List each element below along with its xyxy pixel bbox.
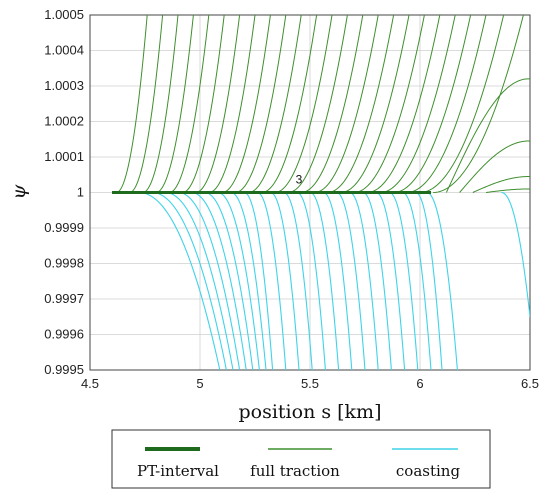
full-traction-curve bbox=[248, 15, 302, 193]
coasting-curve bbox=[415, 191, 443, 370]
series-layer bbox=[112, 15, 530, 370]
full-traction-curve bbox=[301, 15, 364, 193]
legend-label-full-traction: full traction bbox=[250, 462, 340, 480]
y-tick-label: 1.0004 bbox=[44, 43, 84, 58]
full-traction-curve bbox=[433, 15, 524, 193]
full-traction-curve bbox=[116, 15, 148, 193]
coasting-curve bbox=[389, 191, 419, 370]
full-traction-curve bbox=[155, 15, 194, 193]
coasting-curve bbox=[217, 191, 260, 370]
coasting-curve bbox=[349, 191, 379, 370]
coasting-curve bbox=[336, 191, 366, 370]
coasting-curve bbox=[243, 191, 274, 370]
full-traction-curve bbox=[327, 15, 395, 193]
coasting-curve bbox=[375, 191, 406, 370]
full-traction-curve bbox=[261, 15, 318, 193]
full-traction-curve bbox=[340, 15, 410, 193]
x-tick-label: 6.5 bbox=[521, 376, 539, 391]
coasting-curve bbox=[138, 191, 221, 370]
x-tick-labels: 4.5 5 5.5 6 6.5 bbox=[81, 376, 539, 391]
legend-label-pt-interval: PT-interval bbox=[137, 462, 219, 480]
x-axis-label: position s [km] bbox=[238, 401, 381, 423]
x-tick-label: 4.5 bbox=[81, 376, 99, 391]
coasting-curve bbox=[270, 191, 300, 370]
coasting-curve bbox=[296, 191, 326, 370]
full-traction-curve bbox=[182, 15, 225, 193]
y-axis-label: ψ bbox=[8, 183, 30, 199]
x-tick-label: 5.5 bbox=[301, 376, 319, 391]
coasting-curve bbox=[177, 191, 241, 370]
coasting-curve bbox=[164, 191, 234, 370]
coasting-curve bbox=[151, 191, 227, 370]
full-traction-curve bbox=[393, 15, 472, 193]
coasting-curve bbox=[257, 191, 287, 370]
coasting-curve bbox=[191, 191, 247, 370]
legend: PT-interval full traction coasting bbox=[111, 429, 491, 489]
full-traction-curve bbox=[406, 15, 487, 193]
full-traction-curve bbox=[419, 15, 505, 193]
x-tick-label: 6 bbox=[416, 376, 423, 391]
full-traction-curve bbox=[472, 176, 530, 193]
full-traction-curve bbox=[367, 15, 441, 193]
annotation-label: 3 bbox=[296, 172, 303, 186]
full-traction-curve bbox=[142, 15, 179, 193]
y-tick-label: 0.9996 bbox=[44, 327, 84, 342]
y-tick-label: 0.9997 bbox=[44, 291, 84, 306]
legend-box bbox=[111, 429, 491, 489]
y-tick-label: 0.9998 bbox=[44, 256, 84, 271]
y-tick-label: 1.0003 bbox=[44, 78, 84, 93]
full-traction-curve bbox=[314, 15, 379, 193]
full-traction-curve bbox=[129, 15, 164, 193]
coasting-curve bbox=[204, 191, 254, 370]
coasting-curve bbox=[309, 191, 340, 370]
coasting-curve bbox=[362, 191, 392, 370]
full-traction-curve bbox=[380, 15, 456, 193]
coasting-curve bbox=[426, 191, 458, 370]
legend-label-coasting: coasting bbox=[396, 462, 461, 480]
y-tick-label: 1.0001 bbox=[44, 149, 84, 164]
full-traction-curve bbox=[195, 15, 241, 193]
y-tick-label: 1.0002 bbox=[44, 114, 84, 129]
full-traction-curve bbox=[274, 15, 333, 193]
coasting-curve bbox=[283, 191, 313, 370]
full-traction-curve bbox=[169, 15, 210, 193]
y-tick-labels: 0.9995 0.9996 0.9997 0.9998 0.9999 1 1.0001 1.0… bbox=[44, 7, 84, 377]
full-traction-curve bbox=[445, 78, 530, 193]
y-tick-label: 0.9999 bbox=[44, 220, 84, 235]
full-traction-curve bbox=[287, 15, 348, 193]
y-tick-label: 1.0005 bbox=[44, 7, 84, 22]
y-tick-label: 1 bbox=[77, 185, 84, 200]
coasting-curve bbox=[402, 191, 432, 370]
coasting-curve bbox=[230, 191, 267, 370]
full-traction-curve bbox=[221, 15, 271, 193]
y-tick-label: 0.9995 bbox=[44, 362, 84, 377]
full-traction-curve bbox=[353, 15, 425, 193]
full-traction-curve bbox=[459, 140, 530, 193]
full-traction-curve bbox=[485, 188, 530, 193]
full-traction-curve bbox=[235, 15, 287, 193]
coasting-curve bbox=[501, 191, 530, 317]
x-tick-label: 5 bbox=[196, 376, 203, 391]
full-traction-curve bbox=[208, 15, 256, 193]
plot-frame bbox=[89, 14, 531, 371]
coasting-curve bbox=[323, 191, 353, 370]
